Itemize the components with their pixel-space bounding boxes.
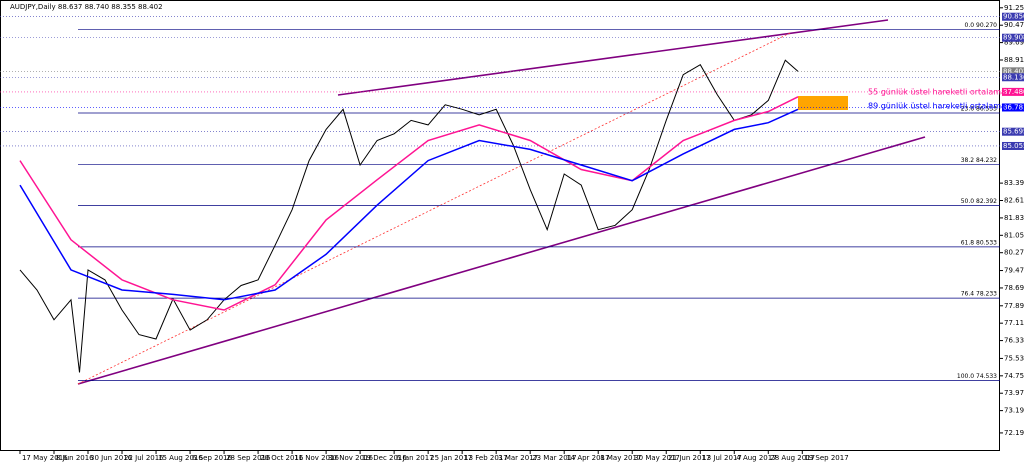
x-tick-label: 30 Jun 2016 — [90, 454, 133, 462]
x-tick-label: 19 Dec 2016 — [362, 454, 407, 462]
fib-label: 23.6 86.533 — [961, 106, 997, 113]
y-tick-label: 88.910 — [1004, 56, 1024, 64]
target-zone — [798, 96, 848, 110]
price-level-box — [1002, 33, 1024, 42]
y-tick-label: 91.250 — [1004, 4, 1024, 12]
x-tick-label: 3 Mar 2017 — [498, 454, 538, 462]
y-tick-label: 76.330 — [1004, 337, 1024, 345]
x-tick-label: 6 Sep 2016 — [192, 454, 232, 462]
x-tick-label: 6 Jan 2017 — [396, 454, 434, 462]
x-tick-label: 19 Sep 2017 — [804, 454, 848, 462]
y-tick-label: 77.890 — [1004, 302, 1024, 310]
x-tick-label: 21 Jun 2017 — [668, 454, 710, 462]
y-tick-label: 80.270 — [1004, 249, 1024, 257]
price-level-label: 85.055 — [1003, 142, 1024, 150]
price-level-box — [1002, 127, 1024, 136]
price-level-label: 90.850 — [1003, 13, 1024, 21]
fib-diagonal — [77, 32, 791, 385]
series-line — [19, 108, 799, 301]
y-tick-label: 90.470 — [1004, 21, 1024, 29]
price-level-label: 87.480 — [1003, 88, 1024, 96]
x-tick-label: 23 Mar 2017 — [532, 454, 576, 462]
x-tick-label: 30 May 2017 — [634, 454, 680, 462]
y-tick-label: 75.530 — [1004, 354, 1024, 362]
y-tick-label: 72.190 — [1004, 429, 1024, 437]
price-level-label: 88.402 — [1003, 67, 1024, 75]
x-tick-label: 15 Aug 2016 — [158, 454, 203, 462]
price-level-label: 88.136 — [1003, 73, 1024, 81]
y-tick-label: 82.610 — [1004, 197, 1024, 205]
channel-top — [337, 19, 889, 96]
price-level-box — [1002, 87, 1024, 96]
x-tick-label: 28 Aug 2017 — [770, 454, 815, 462]
y-tick-label: 73.970 — [1004, 389, 1024, 397]
y-tick-label: 83.390 — [1004, 179, 1024, 187]
x-tick-label: 20 Oct 2016 — [260, 454, 304, 462]
y-tick-label: 78.690 — [1004, 284, 1024, 292]
fib-label: 50.0 82.392 — [961, 198, 997, 205]
y-tick-label: 74.750 — [1004, 372, 1024, 380]
y-tick-label: 73.190 — [1004, 407, 1024, 415]
price-level-box — [1002, 67, 1024, 76]
price-level-label: 85.695 — [1003, 128, 1024, 136]
legend-annotation: 55 günlük üstel hareketli ortalama — [868, 88, 1006, 97]
fib-label: 76.4 78.233 — [961, 291, 997, 298]
x-tick-label: 8 May 2017 — [600, 454, 641, 462]
x-tick-label: 4 Aug 2017 — [736, 454, 776, 462]
x-tick-label: 25 Jan 2017 — [430, 454, 472, 462]
plot-frame — [0, 0, 1000, 451]
x-tick-label: 17 May 2016 — [22, 454, 68, 462]
price-level-label: 86.781 — [1003, 103, 1024, 111]
y-tick-label: 79.470 — [1004, 267, 1024, 275]
x-tick-label: 8 Jun 2016 — [56, 454, 94, 462]
legend-annotation: 89 günlük üstel hareketli ortalama — [868, 102, 1006, 111]
x-tick-label: 14 Apr 2017 — [566, 454, 609, 462]
price-level-box — [1002, 73, 1024, 82]
price-level-label: 89.908 — [1003, 34, 1024, 42]
x-tick-label: 11 Nov 2016 — [294, 454, 339, 462]
y-tick-label: 81.050 — [1004, 231, 1024, 239]
chart-title: AUDJPY,Daily 88.637 88.740 88.355 88.402 — [10, 3, 163, 11]
series-line — [19, 59, 799, 373]
y-tick-label: 89.690 — [1004, 39, 1024, 47]
fib-label: 38.2 84.232 — [961, 157, 997, 164]
y-tick-label: 77.110 — [1004, 319, 1024, 327]
y-tick-label: 81.830 — [1004, 214, 1024, 222]
channel-bottom — [77, 136, 926, 385]
fib-label: 100.0 74.533 — [957, 373, 997, 380]
price-level-box — [1002, 141, 1024, 150]
fib-label: 0.0 90.270 — [965, 22, 998, 29]
price-level-box — [1002, 12, 1024, 21]
x-tick-label: 13 Feb 2017 — [464, 454, 508, 462]
x-tick-label: 13 Jul 2017 — [702, 454, 742, 462]
x-tick-label: 30 Nov 2016 — [328, 454, 373, 462]
fib-label: 61.8 80.533 — [961, 239, 997, 246]
price-level-box — [1002, 103, 1024, 112]
x-tick-label: 22 Jul 2016 — [124, 454, 164, 462]
x-tick-label: 28 Sep 2016 — [226, 454, 271, 462]
